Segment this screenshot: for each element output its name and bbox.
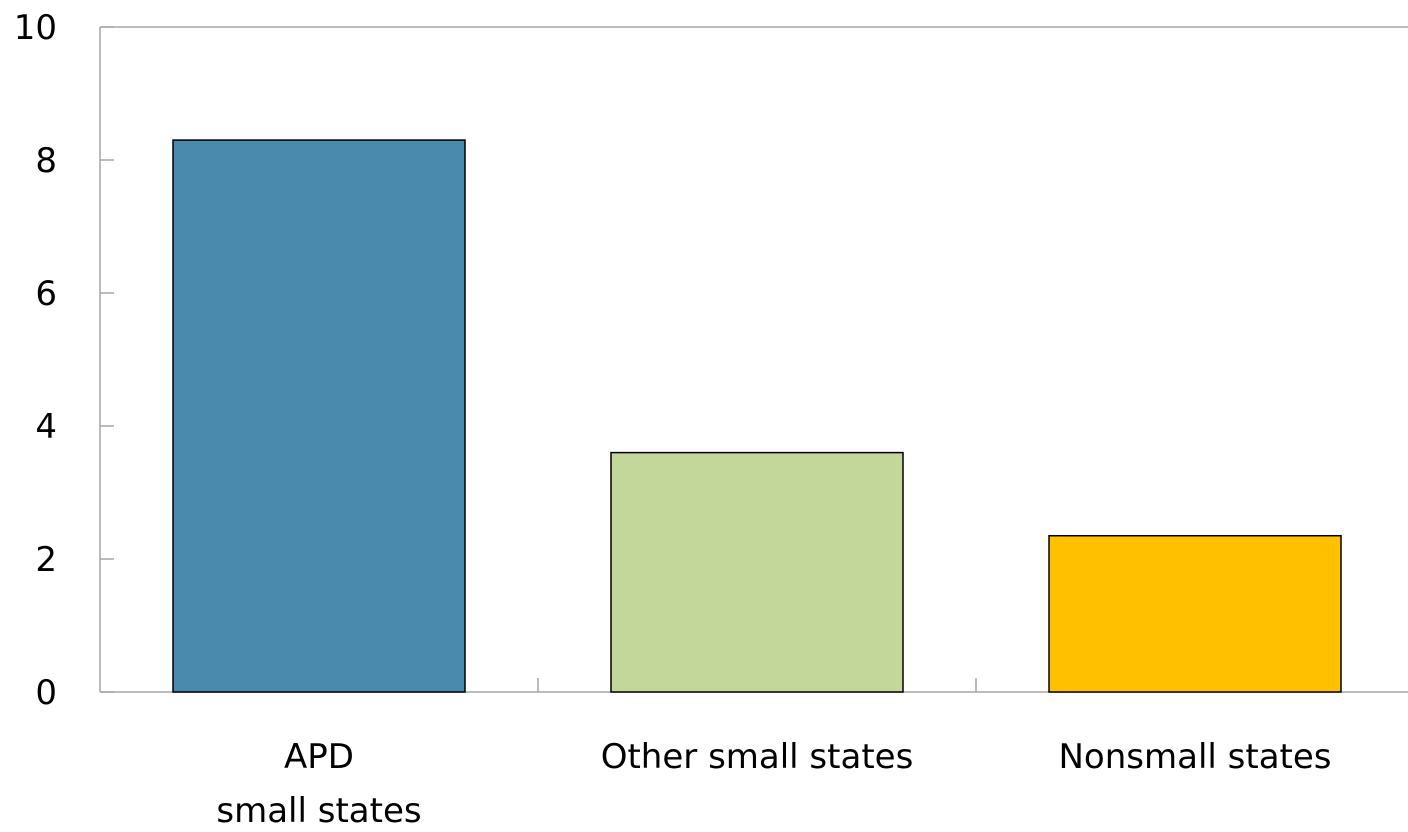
y-tick-label: 6	[35, 274, 57, 314]
y-tick-label: 0	[35, 673, 57, 713]
bar-3	[1048, 534, 1342, 693]
x-category-label: Nonsmall states	[1059, 737, 1332, 777]
bar-2	[610, 451, 904, 693]
y-tick-label: 2	[35, 540, 57, 580]
bar-1	[172, 139, 466, 693]
x-category-label: APD small states	[216, 737, 421, 831]
y-tick-label: 8	[35, 141, 57, 181]
y-tick-label: 10	[14, 8, 57, 48]
bars-group	[172, 139, 1342, 693]
y-tick-label: 4	[35, 407, 57, 447]
x-axis-labels: APD small states Other small states Nonsmal…	[216, 737, 1331, 831]
x-category-label: Other small states	[601, 737, 914, 777]
y-axis-ticks: 0 2 4 6 8 10	[14, 8, 114, 713]
